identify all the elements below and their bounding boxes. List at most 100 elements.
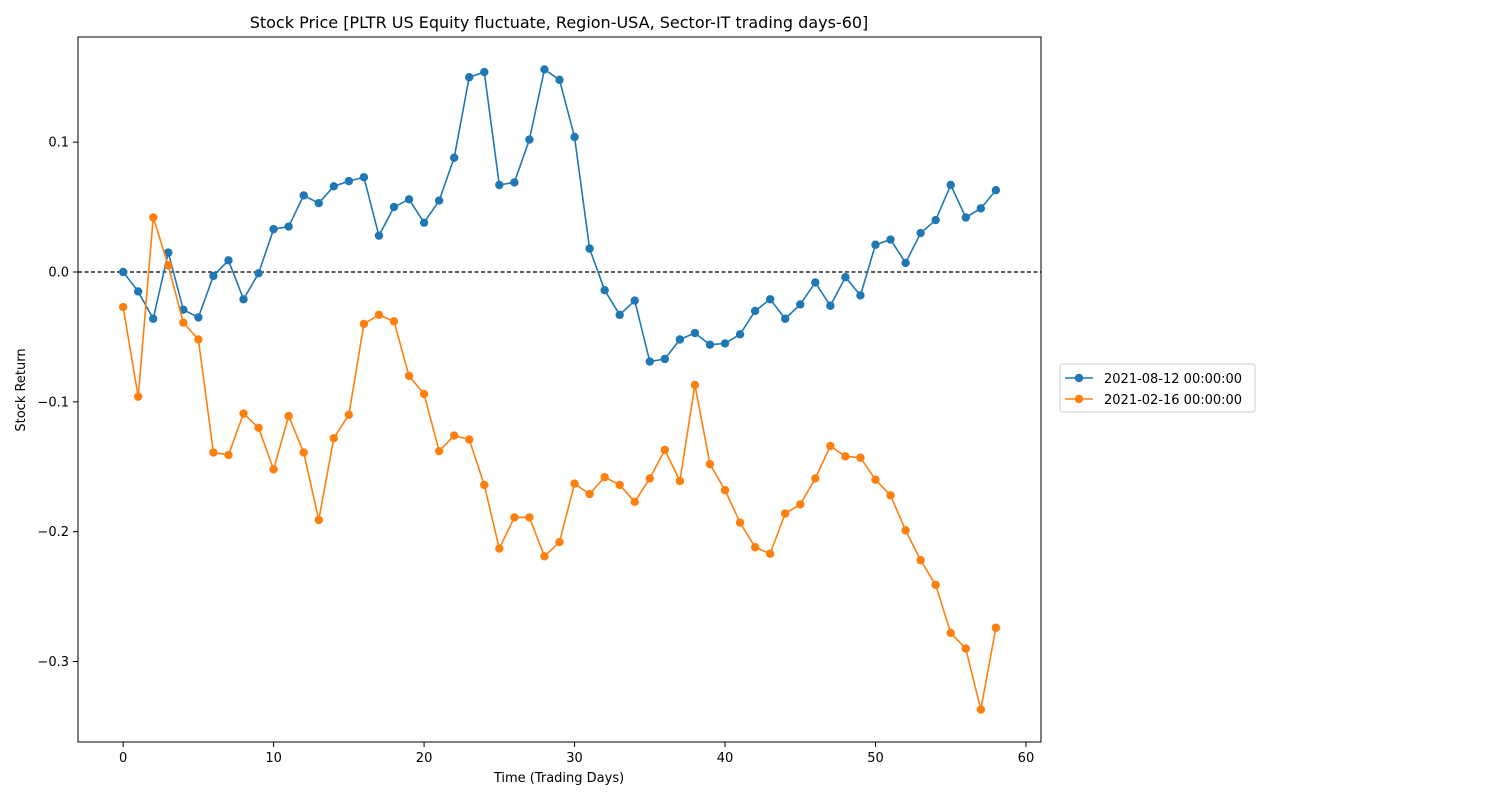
data-point-series-2-45	[796, 500, 805, 509]
legend-marker-series-1	[1074, 373, 1084, 383]
data-point-series-2-29	[555, 537, 564, 547]
data-point-series-1-58	[991, 186, 1001, 195]
data-point-series-1-31	[585, 244, 594, 253]
x-axis-label: Time (Trading Days)	[493, 771, 624, 786]
data-point-series-1-36	[660, 354, 670, 364]
data-point-series-2-40	[720, 485, 730, 495]
data-point-series-1-32	[600, 285, 609, 295]
data-point-series-1-57	[976, 204, 986, 213]
data-point-series-2-33	[615, 480, 624, 490]
data-point-series-2-35	[645, 474, 654, 483]
data-point-series-1-9	[254, 269, 263, 278]
data-point-series-1-22	[449, 153, 459, 162]
data-point-series-2-28	[540, 552, 549, 561]
data-point-series-2-5	[194, 335, 203, 344]
data-point-series-2-8	[239, 409, 248, 418]
data-point-series-2-55	[946, 628, 955, 638]
data-point-series-1-47	[826, 301, 835, 310]
data-point-series-1-24	[480, 67, 489, 77]
data-point-series-2-58	[991, 623, 1001, 632]
data-point-series-2-52	[901, 526, 910, 535]
data-point-series-2-6	[209, 448, 218, 457]
data-point-series-2-50	[871, 475, 880, 484]
data-point-series-2-4	[179, 318, 188, 327]
data-point-series-1-39	[705, 340, 715, 349]
data-point-series-2-30	[570, 479, 579, 488]
legend: 2021-08-12 00:00:00 2021-02-16 00:00:00	[1059, 363, 1256, 413]
data-point-series-1-21	[434, 196, 444, 205]
data-point-series-1-52	[901, 258, 910, 268]
legend-box	[1059, 363, 1256, 413]
data-point-series-1-26	[510, 178, 519, 187]
y-tick-label-2: −0.1	[37, 395, 69, 410]
data-point-series-1-44	[781, 314, 790, 323]
data-point-series-1-45	[796, 300, 805, 309]
data-point-series-1-27	[525, 135, 534, 144]
data-point-series-2-53	[916, 556, 925, 565]
plot-frame	[77, 36, 1042, 743]
data-point-series-2-12	[299, 448, 308, 457]
data-point-series-2-39	[705, 459, 715, 469]
data-point-series-2-0	[118, 302, 128, 312]
data-point-series-1-25	[495, 180, 504, 190]
data-point-series-1-28	[540, 65, 549, 74]
data-point-series-2-41	[735, 518, 745, 527]
data-point-series-1-29	[555, 75, 564, 85]
x-tick-label-20: 20	[416, 751, 433, 766]
data-point-series-2-11	[284, 411, 293, 421]
data-point-series-1-12	[299, 191, 308, 200]
data-point-series-1-35	[645, 357, 654, 366]
data-point-series-2-15	[344, 410, 354, 420]
y-tick-label-4: 0.1	[48, 136, 69, 151]
data-point-series-1-56	[961, 213, 970, 222]
data-point-series-2-18	[389, 317, 399, 326]
data-point-series-1-30	[570, 132, 579, 142]
data-point-series-1-33	[615, 310, 624, 320]
data-point-series-1-51	[886, 235, 895, 244]
data-point-series-1-37	[675, 335, 685, 344]
data-point-series-2-3	[164, 261, 173, 270]
x-tick-label-60: 60	[1018, 751, 1035, 766]
data-point-series-2-26	[510, 513, 519, 522]
data-point-series-1-23	[465, 73, 474, 82]
data-point-series-1-10	[269, 224, 278, 234]
data-point-series-1-55	[946, 180, 955, 190]
data-point-series-2-32	[600, 472, 609, 482]
data-point-series-1-2	[149, 314, 158, 323]
data-point-series-1-19	[404, 195, 414, 204]
data-point-series-1-15	[344, 176, 354, 186]
data-point-series-2-57	[976, 705, 986, 714]
data-point-series-1-54	[931, 215, 940, 225]
data-point-series-2-9	[254, 423, 263, 432]
data-point-series-2-16	[359, 319, 369, 329]
legend-label-series-2: 2021-02-16 00:00:00	[1104, 393, 1242, 408]
data-point-series-2-51	[886, 491, 895, 500]
data-point-series-1-14	[329, 182, 338, 191]
data-point-series-1-8	[239, 295, 248, 304]
data-point-series-2-37	[675, 476, 685, 486]
x-tick-label-10: 10	[265, 751, 282, 766]
data-point-series-2-56	[961, 644, 970, 653]
data-point-series-2-42	[750, 543, 760, 552]
data-point-series-2-34	[630, 497, 639, 507]
data-point-series-2-54	[931, 580, 940, 590]
data-point-series-2-13	[314, 515, 323, 525]
data-point-series-1-18	[389, 202, 399, 212]
data-point-series-1-16	[359, 173, 369, 182]
data-point-series-2-36	[660, 445, 670, 455]
series-1	[118, 65, 1001, 366]
data-point-series-1-20	[419, 218, 429, 227]
data-point-series-1-6	[209, 271, 218, 281]
data-point-series-2-22	[449, 431, 459, 440]
data-point-series-2-38	[690, 380, 700, 390]
data-point-series-2-46	[811, 474, 820, 483]
data-point-series-1-42	[750, 306, 760, 316]
data-point-series-2-49	[856, 453, 865, 462]
x-tick-label-50: 50	[867, 751, 884, 766]
chart-title: Stock Price [PLTR US Equity fluctuate, R…	[250, 13, 869, 32]
data-point-series-1-11	[284, 222, 293, 231]
data-point-series-1-48	[841, 272, 850, 282]
data-point-series-1-53	[916, 228, 925, 238]
data-point-series-2-44	[781, 509, 790, 518]
